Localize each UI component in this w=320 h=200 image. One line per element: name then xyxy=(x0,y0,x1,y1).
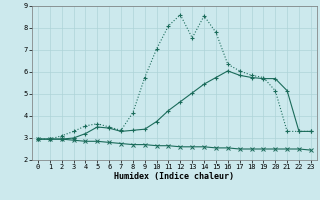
X-axis label: Humidex (Indice chaleur): Humidex (Indice chaleur) xyxy=(115,172,234,181)
